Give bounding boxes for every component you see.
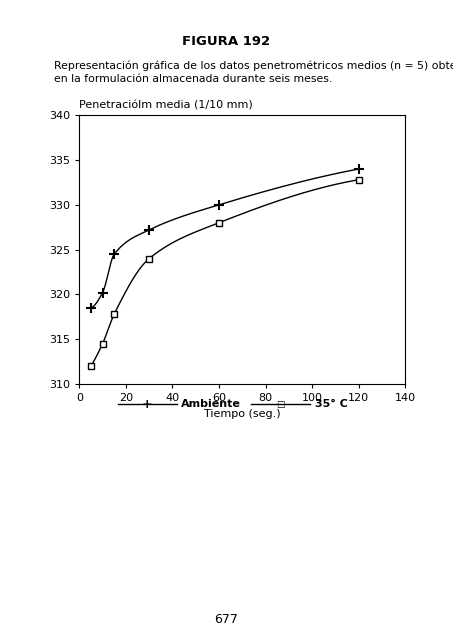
Text: Ambiente: Ambiente: [181, 399, 241, 410]
Text: 677: 677: [215, 613, 238, 626]
Text: Representación gráfica de los datos penetrométricos medios (n = 5) obtenidos: Representación gráfica de los datos pene…: [54, 61, 453, 71]
Text: 35° C: 35° C: [315, 399, 348, 410]
Text: FIGURA 192: FIGURA 192: [183, 35, 270, 48]
Text: Penetraciólm media (1/10 mm): Penetraciólm media (1/10 mm): [79, 100, 253, 110]
X-axis label: Tiempo (seg.): Tiempo (seg.): [204, 408, 281, 419]
Text: en la formulación almacenada durante seis meses.: en la formulación almacenada durante sei…: [54, 74, 333, 84]
Text: □: □: [277, 400, 285, 409]
Text: +: +: [142, 398, 153, 411]
